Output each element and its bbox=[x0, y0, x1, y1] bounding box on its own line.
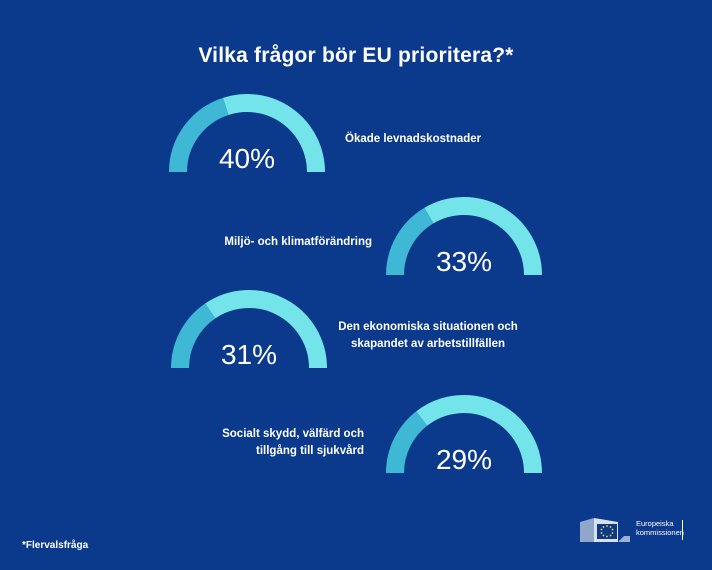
gauge-4-value-arc bbox=[386, 411, 428, 474]
gauge-label-4-line-2: tillgång till sjukvård bbox=[256, 445, 364, 457]
gauge-3-value-arc bbox=[171, 303, 216, 369]
gauge-label-4: Socialt skydd, välfärd och tillgång till… bbox=[180, 426, 364, 460]
gauge-2-value-arc bbox=[386, 207, 434, 276]
gauge-label-3-line-1: Den ekonomiska situationen och bbox=[338, 321, 518, 333]
chart-title: Vilka frågor bör EU prioritera?* bbox=[198, 44, 514, 67]
logo-divider bbox=[682, 520, 683, 540]
gauge-label-4-line-1: Socialt skydd, välfärd och bbox=[222, 428, 364, 440]
gauge-3-value-label: 31% bbox=[221, 339, 277, 370]
logo-text-line-1: Europeiska bbox=[636, 519, 674, 528]
logo-text: Europeiska kommissionen bbox=[636, 519, 684, 537]
gauge-3-remainder-arc bbox=[205, 290, 327, 369]
gauge-2-value-label: 33% bbox=[436, 246, 492, 277]
gauge-label-3-line-2: skapandet av arbetstillfällen bbox=[350, 338, 506, 350]
gauge-label-2: Miljö- och klimatförändring bbox=[224, 236, 372, 248]
gauge-4-remainder-arc bbox=[416, 395, 542, 474]
european-commission-logo bbox=[580, 518, 630, 542]
gauge-label-3: Den ekonomiska situationen och skapandet… bbox=[328, 319, 528, 353]
gauge-label-1: Ökade levnadskostnader bbox=[345, 133, 482, 145]
footnote: *Flervalsfråga bbox=[22, 540, 89, 551]
logo-text-line-2: kommissionen bbox=[636, 528, 684, 537]
gauge-1-value-label: 40% bbox=[219, 143, 275, 174]
gauge-1-value-arc bbox=[169, 97, 229, 173]
gauge-2-remainder-arc bbox=[424, 197, 542, 276]
gauge-1-remainder-arc bbox=[222, 94, 325, 173]
gauge-4-value-label: 29% bbox=[436, 444, 492, 475]
